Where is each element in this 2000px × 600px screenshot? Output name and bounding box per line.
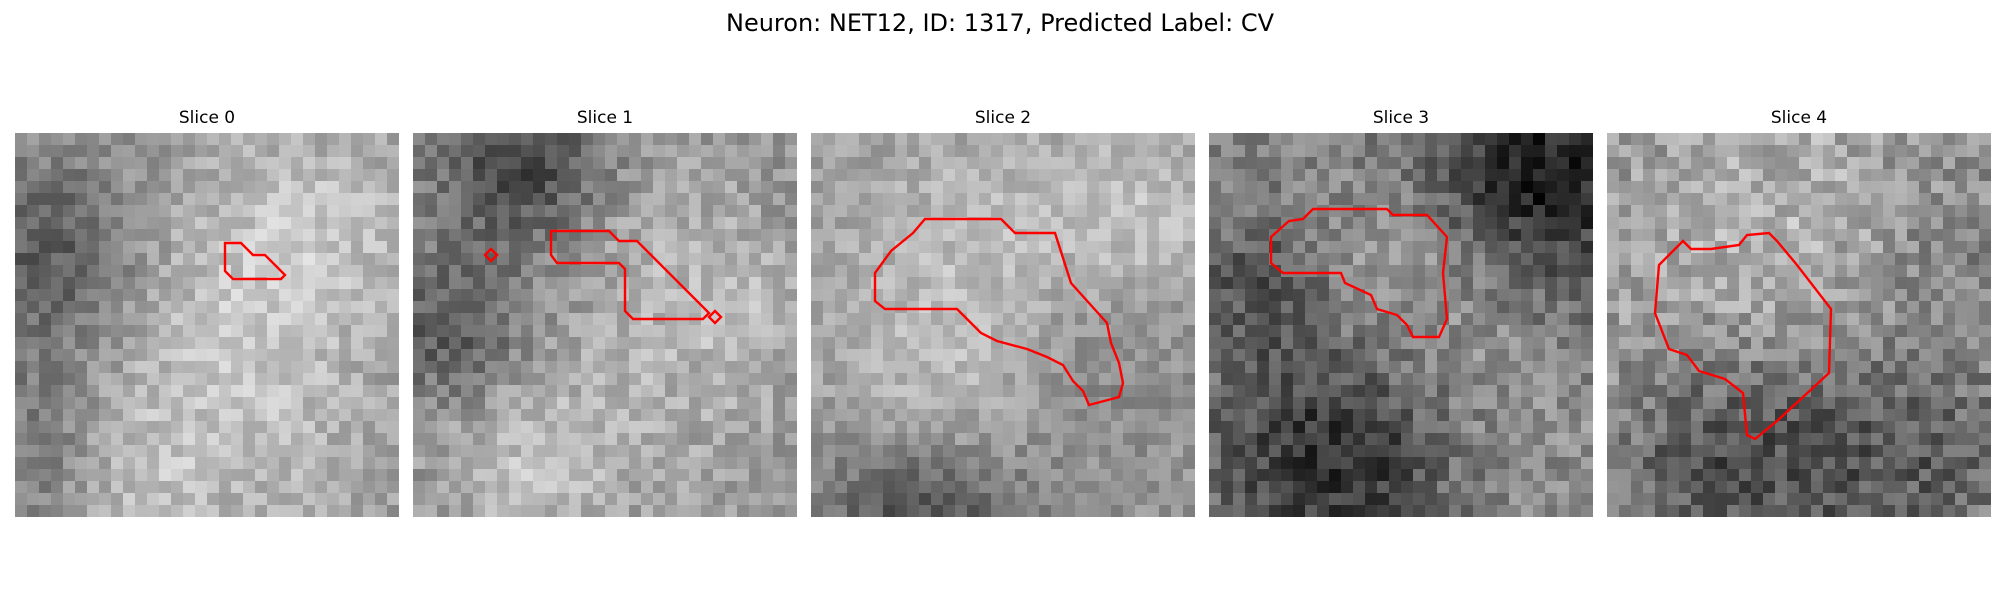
slice-title: Slice 1: [576, 108, 634, 128]
slice-panel: Slice 2: [811, 107, 1195, 517]
cell-contour: [873, 217, 1125, 407]
slice-image: [811, 133, 1195, 517]
slice-image: [1607, 133, 1991, 517]
slice-image: [1209, 133, 1593, 517]
slice-panel: Slice 0: [15, 107, 399, 517]
cell-contour: [1653, 231, 1833, 441]
slice-image: [413, 133, 797, 517]
cell-contour: [483, 247, 499, 263]
slice-title: Slice 4: [1770, 108, 1828, 128]
slice-title: Slice 2: [974, 108, 1032, 128]
slice-panel: Slice 3: [1209, 107, 1593, 517]
cell-contour: [1269, 207, 1449, 339]
slice-panel: Slice 4: [1607, 107, 1991, 517]
slice-title: Slice 3: [1372, 108, 1430, 128]
cell-contour: [223, 241, 287, 281]
figure-title: Neuron: NET12, ID: 1317, Predicted Label…: [726, 9, 1274, 37]
cell-contour: [549, 229, 711, 321]
cell-contour: [707, 309, 723, 325]
slice-title: Slice 0: [178, 108, 236, 128]
slice-image: [15, 133, 399, 517]
slice-panel: Slice 1: [413, 107, 797, 517]
